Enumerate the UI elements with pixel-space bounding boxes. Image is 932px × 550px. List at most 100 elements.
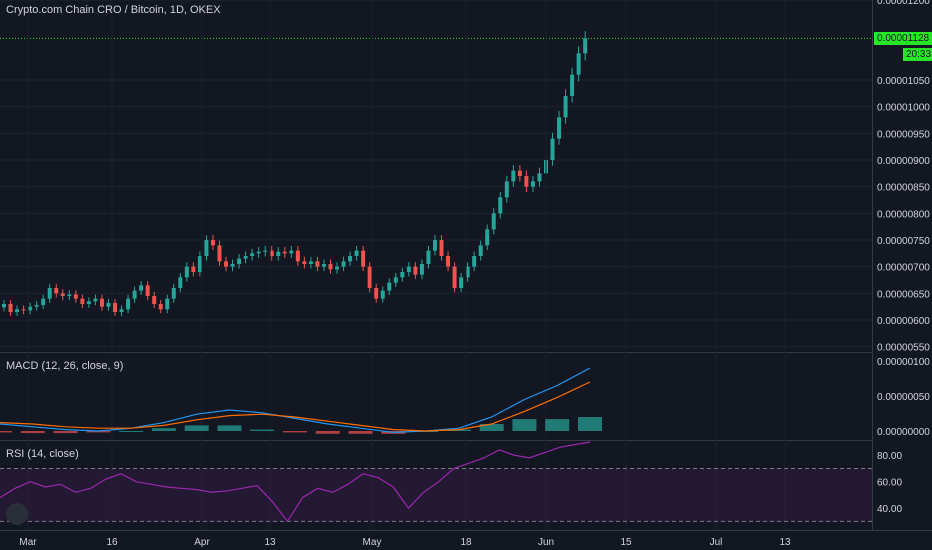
candle-body bbox=[459, 277, 464, 288]
candle-body bbox=[269, 250, 274, 256]
candle-body bbox=[446, 256, 451, 267]
candle-body bbox=[478, 245, 483, 256]
rsi-band bbox=[0, 468, 872, 522]
candle-body bbox=[54, 288, 59, 294]
candle-body bbox=[530, 181, 535, 187]
candle-body bbox=[139, 285, 144, 291]
candle-body bbox=[576, 53, 581, 75]
candle-body bbox=[119, 309, 124, 312]
candle-body bbox=[93, 298, 98, 302]
candle-body bbox=[504, 181, 509, 198]
candle-body bbox=[178, 277, 183, 288]
macd-histogram-bar bbox=[545, 419, 570, 431]
candle-body bbox=[47, 288, 52, 299]
y-tick-label: 0.00000750 bbox=[877, 236, 930, 247]
candle-body bbox=[237, 258, 242, 264]
candle-body bbox=[67, 294, 72, 296]
macd-histogram-bar bbox=[151, 428, 176, 431]
rsi-title: RSI (14, close) bbox=[6, 448, 79, 460]
logo-icon bbox=[6, 503, 28, 525]
candle-body bbox=[302, 261, 307, 264]
candle-body bbox=[439, 240, 444, 256]
candle-body bbox=[583, 38, 588, 54]
macd-line bbox=[0, 367, 591, 434]
macd-histogram-bar bbox=[119, 431, 144, 432]
candle-body bbox=[41, 298, 46, 306]
x-tick-label: 18 bbox=[460, 537, 472, 548]
candle-body bbox=[380, 290, 385, 299]
signal-line bbox=[0, 381, 591, 432]
candle-body bbox=[361, 250, 366, 267]
candle-body bbox=[432, 240, 437, 251]
candle-body bbox=[282, 251, 287, 254]
candle-body bbox=[204, 240, 209, 256]
candle-body bbox=[80, 298, 85, 304]
candle-body bbox=[165, 298, 170, 310]
x-tick-label: 15 bbox=[620, 537, 632, 548]
candle-body bbox=[145, 285, 150, 296]
macd-histogram-bar bbox=[20, 431, 45, 434]
last-price-tag: 0.00001128 bbox=[874, 32, 932, 45]
macd-tick-label: 0.00000000 bbox=[877, 427, 930, 438]
candle-body bbox=[295, 250, 300, 262]
candle-body bbox=[550, 138, 555, 160]
candle-body bbox=[60, 293, 65, 296]
candle-body bbox=[524, 176, 529, 187]
candle-body bbox=[419, 264, 424, 275]
candle-body bbox=[256, 251, 261, 254]
candle-body bbox=[511, 170, 516, 182]
macd-tick-label: 0.00000100 bbox=[877, 357, 930, 368]
candle-body bbox=[465, 266, 470, 278]
candle-body bbox=[15, 309, 20, 312]
candle-body bbox=[374, 288, 379, 299]
candle-body bbox=[308, 261, 313, 264]
candle-body bbox=[393, 277, 398, 283]
candle-body bbox=[126, 298, 131, 310]
candle-body bbox=[472, 256, 477, 267]
macd-histogram-bar bbox=[250, 429, 275, 431]
x-tick-label: May bbox=[363, 537, 382, 548]
candle-body bbox=[557, 117, 562, 139]
macd-histogram-bar bbox=[184, 425, 209, 431]
candle-body bbox=[21, 309, 26, 311]
x-tick-label: Apr bbox=[194, 537, 210, 548]
macd-tick-label: 0.00000050 bbox=[877, 392, 930, 403]
candle-body bbox=[106, 302, 111, 307]
candle-body bbox=[289, 250, 294, 254]
y-tick-label: 0.00001050 bbox=[877, 76, 930, 87]
candle-body bbox=[243, 256, 248, 259]
macd-histogram-bar bbox=[217, 425, 242, 431]
candle-body bbox=[86, 301, 91, 304]
candle-body bbox=[230, 264, 235, 267]
rsi-line bbox=[0, 441, 591, 523]
x-tick-label: 13 bbox=[264, 537, 276, 548]
candle-body bbox=[570, 74, 575, 96]
macd-histogram-bar bbox=[315, 431, 340, 434]
macd-histogram-bar bbox=[578, 417, 602, 431]
macd-histogram-bar bbox=[479, 424, 504, 431]
candle-body bbox=[452, 266, 457, 288]
macd-histogram-bar bbox=[348, 431, 373, 434]
macd-title: MACD (12, 26, close, 9) bbox=[6, 360, 124, 372]
candle-body bbox=[34, 305, 39, 307]
candle-body bbox=[341, 261, 346, 267]
candle-body bbox=[8, 304, 13, 312]
y-tick-label: 0.00000900 bbox=[877, 156, 930, 167]
candle-body bbox=[158, 304, 163, 310]
y-tick-label: 0.00000600 bbox=[877, 316, 930, 327]
candle-body bbox=[491, 213, 496, 230]
y-tick-label: 0.00001200 bbox=[877, 0, 930, 7]
candle-body bbox=[217, 245, 222, 262]
y-tick-label: 0.00000950 bbox=[877, 129, 930, 140]
candle-body bbox=[426, 250, 431, 264]
candle-body bbox=[367, 266, 372, 288]
macd-histogram-bar bbox=[512, 419, 537, 431]
candle-body bbox=[184, 266, 189, 278]
candle-body bbox=[250, 253, 255, 256]
candle-body bbox=[498, 197, 503, 214]
y-tick-label: 0.00001000 bbox=[877, 103, 930, 114]
candle-body bbox=[354, 250, 359, 256]
rsi-tick-label: 40.00 bbox=[877, 504, 902, 515]
candle-body bbox=[413, 266, 418, 275]
